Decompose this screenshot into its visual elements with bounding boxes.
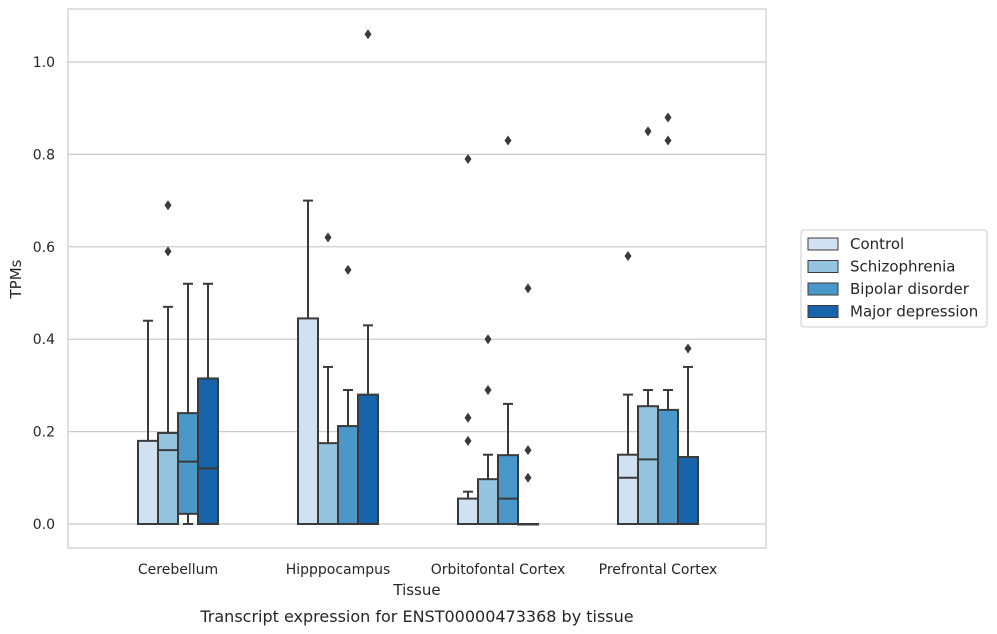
outlier-point: [484, 385, 492, 396]
box-group: [357, 29, 379, 526]
x-tick-label: Prefrontal Cortex: [599, 562, 718, 578]
y-tick-label: 0.0: [33, 517, 55, 533]
y-axis-ticks: 0.0 0.2 0.4 0.6 0.8 1.0: [33, 55, 55, 533]
chart-caption: Transcript expression for ENST0000047336…: [199, 607, 633, 626]
box-group: [677, 343, 699, 526]
box: [497, 454, 519, 525]
box-group: [517, 283, 539, 526]
boxes: [137, 29, 699, 526]
outlier-point: [164, 200, 172, 211]
outlier-point: [464, 154, 472, 165]
y-tick-label: 0.4: [33, 332, 55, 348]
legend-label: Bipolar disorder: [850, 280, 970, 298]
outlier-point: [664, 135, 672, 146]
legend-label: Schizophrenia: [850, 258, 955, 276]
legend-swatch: [807, 237, 839, 251]
outlier-point: [464, 412, 472, 423]
box: [137, 439, 159, 525]
outlier-point: [344, 264, 352, 275]
box-group: [477, 334, 499, 526]
box-group: [137, 319, 159, 525]
legend-frame: [800, 229, 988, 328]
box-group: [617, 251, 639, 526]
y-axis-label: TPMs: [7, 259, 25, 299]
plot-area-frame: [67, 8, 767, 549]
outlier-point: [464, 435, 472, 446]
legend-swatch: [807, 305, 839, 318]
box-group: [337, 264, 359, 525]
box-group: [197, 282, 219, 525]
box: [657, 408, 679, 525]
y-tick-label: 0.2: [33, 425, 55, 441]
y-tick-label: 0.6: [33, 240, 55, 256]
outlier-point: [524, 472, 532, 483]
outlier-point: [644, 126, 652, 137]
box: [477, 478, 499, 526]
box-group: [317, 232, 339, 525]
outlier-point: [504, 135, 512, 146]
box: [677, 456, 699, 526]
outlier-point: [484, 334, 492, 345]
box: [357, 393, 379, 526]
box-group: [637, 126, 659, 525]
box-group: [157, 200, 179, 525]
outlier-point: [664, 112, 672, 123]
x-tick-label: Cerebellum: [138, 562, 218, 578]
box-group: [177, 282, 199, 525]
outlier-point: [524, 445, 532, 456]
x-tick-label: Hipppocampus: [286, 562, 391, 578]
legend-label: Control: [850, 235, 904, 253]
box: [177, 412, 199, 515]
box: [157, 431, 179, 525]
box-group: [657, 112, 679, 525]
legend-swatch: [807, 282, 839, 296]
outlier-point: [684, 343, 692, 354]
box-group: [297, 199, 319, 525]
box: [197, 377, 219, 525]
outlier-point: [524, 283, 532, 294]
x-tick-label: Orbitofontal Cortex: [431, 562, 566, 578]
y-tick-label: 0.8: [33, 147, 55, 163]
box-group: [497, 135, 519, 525]
legend-swatch: [807, 260, 839, 273]
legend-label: Major depression: [850, 303, 978, 321]
box: [457, 497, 479, 525]
box: [617, 453, 639, 526]
x-axis-ticks: Cerebellum Hipppocampus Orbitofontal Corte…: [138, 562, 717, 578]
box: [337, 425, 359, 525]
box: [637, 405, 659, 525]
box: [297, 317, 319, 525]
outlier-point: [164, 246, 172, 257]
legend: Control Schizophrenia Bipolar disorder Majo…: [800, 229, 988, 328]
box: [317, 442, 339, 525]
outlier-point: [324, 232, 332, 243]
outlier-point: [624, 251, 632, 262]
outlier-point: [364, 29, 372, 40]
x-axis-label: Tissue: [392, 581, 440, 599]
y-tick-label: 1.0: [33, 55, 55, 71]
